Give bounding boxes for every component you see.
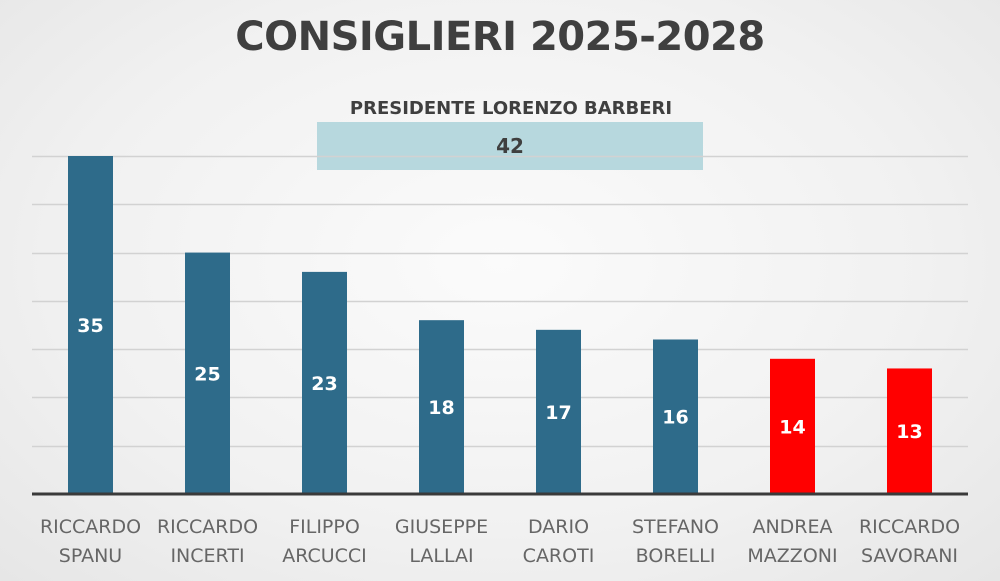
bar	[770, 358, 815, 494]
category-label: ANDREA	[752, 516, 832, 538]
category-label: SAVORANI	[861, 545, 958, 567]
bar	[302, 271, 347, 494]
bar	[185, 252, 230, 494]
category-label: FILIPPO	[289, 516, 360, 538]
bar	[536, 329, 581, 494]
category-label: INCERTI	[170, 545, 244, 567]
bar-value-label: 16	[662, 407, 688, 429]
category-label: ARCUCCI	[282, 545, 367, 567]
bar	[419, 320, 464, 494]
grid-lines	[32, 155, 968, 448]
bar	[653, 339, 698, 494]
category-label: STEFANO	[632, 516, 719, 538]
category-label: RICCARDO	[859, 516, 960, 538]
bar-value-label: 35	[77, 315, 103, 337]
category-label: CAROTI	[523, 545, 595, 567]
bar-value-label: 13	[896, 421, 922, 443]
category-labels: RICCARDO SPANU RICCARDO INCERTI FILIPPO ARCUC…	[40, 516, 960, 567]
category-label: BORELLI	[636, 545, 716, 567]
bar	[887, 368, 932, 494]
chart-title: CONSIGLIERI 2025-2028	[235, 14, 765, 60]
president-value: 42	[496, 134, 524, 158]
category-label: DARIO	[528, 516, 589, 538]
bar-value-label: 25	[194, 363, 220, 385]
category-label: RICCARDO	[40, 516, 141, 538]
bar-value-label: 18	[428, 397, 454, 419]
category-label: GIUSEPPE	[395, 516, 488, 538]
president-value-box: 42	[317, 122, 703, 170]
bar-value-label: 23	[311, 373, 337, 395]
bar	[68, 156, 113, 494]
bar-value-label: 14	[779, 416, 805, 438]
bar-value-label: 17	[545, 402, 571, 424]
category-label: MAZZONI	[747, 545, 837, 567]
bars: 35 25 23 18 17 16 14 13	[68, 156, 932, 494]
president-label: PRESIDENTE LORENZO BARBERI	[349, 98, 673, 119]
category-label: RICCARDO	[157, 516, 258, 538]
category-label: SPANU	[59, 545, 122, 567]
category-label: LALLAI	[409, 545, 473, 567]
